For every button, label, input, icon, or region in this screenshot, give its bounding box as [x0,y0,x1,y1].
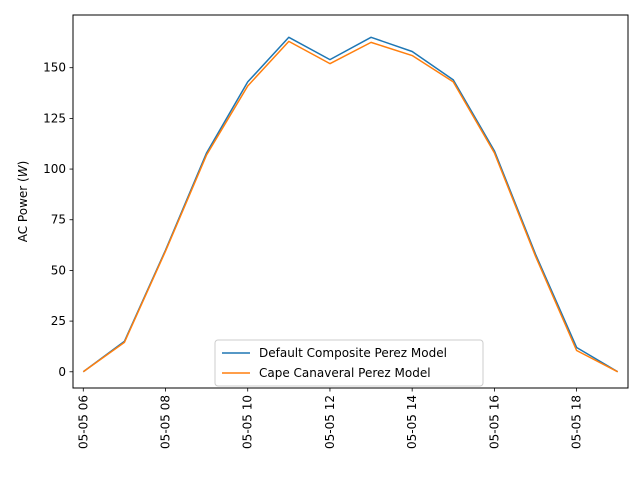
plot-lines [82,36,619,373]
legend: Default Composite Perez Model Cape Canave… [214,339,484,387]
legend-label: Cape Canaveral Perez Model [259,366,431,380]
y-tick-label: 50 [51,263,66,277]
y-tick-label: 25 [51,314,66,328]
legend-box [214,339,484,387]
x-tick-label: 05-05 06 [76,395,90,449]
x-tick-label: 05-05 14 [405,395,419,449]
x-tick-label: 05-05 18 [570,395,584,449]
x-tick-label: 05-05 12 [323,395,337,449]
y-tick-label: 150 [43,61,66,75]
y-axis-title: AC Power (W) [16,161,30,243]
y-tick-label: 100 [43,162,66,176]
y-axis: 0 25 50 75 100 125 150 [43,61,73,379]
x-tick-label: 05-05 16 [487,395,501,449]
y-tick-label: 125 [43,111,66,125]
plot-frame [72,14,629,389]
y-tick-label: 0 [58,365,66,379]
x-axis: 05-05 06 05-05 08 05-05 10 05-05 12 05-05 14… [76,388,584,449]
x-tick-label: 05-05 08 [159,395,173,449]
legend-label: Default Composite Perez Model [259,346,447,360]
series-line-1 [82,36,619,373]
series-line-2 [82,40,619,373]
y-tick-label: 75 [51,213,66,227]
x-tick-label: 05-05 10 [241,395,255,449]
